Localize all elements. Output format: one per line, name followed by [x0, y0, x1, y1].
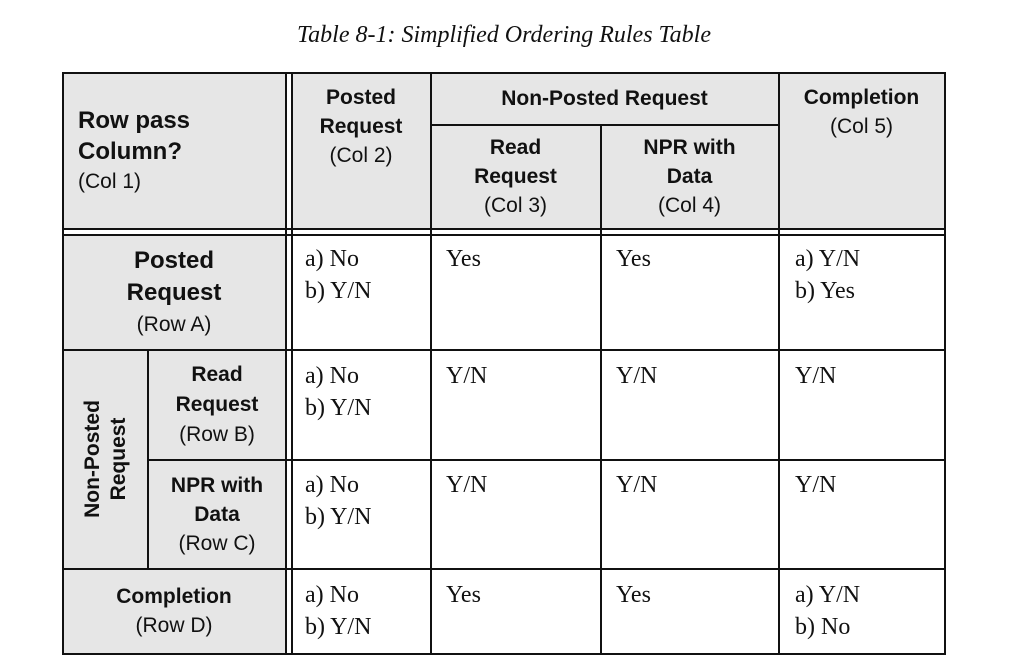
rowB-sub: (Row B) — [179, 422, 255, 446]
col2-line2: Request — [319, 115, 403, 138]
header-rule-2 — [62, 234, 946, 236]
rowA-sub: (Row A) — [136, 313, 212, 336]
border-right — [944, 72, 946, 655]
rowB-rule — [148, 459, 946, 461]
table-caption: Table 8-1: Simplified Ordering Rules Tab… — [297, 22, 711, 48]
rowC-sub: (Row C) — [178, 531, 256, 555]
non-posted-title: Non-Posted Request — [501, 86, 708, 110]
cell-rowA-col5: a) Y/N b) Yes — [795, 246, 861, 304]
row-header-completion: Completion (Row D) — [63, 569, 285, 653]
corner-sub: (Col 1) — [78, 169, 142, 193]
cell-rowD-col3: Yes — [446, 582, 481, 608]
col4-line2: Data — [666, 165, 713, 188]
cell-rowB-col4: Y/N — [616, 363, 658, 389]
col1-rule-1 — [285, 72, 287, 655]
col5-sub: (Col 5) — [829, 115, 893, 138]
rowA-line2: Request — [126, 279, 222, 306]
col4-rule — [778, 72, 780, 655]
cell-rowD-col2: a) No b) Y/N — [305, 582, 372, 640]
rowA-rule — [62, 349, 946, 351]
cell-rowA-col2: a) No b) Y/N — [305, 246, 372, 304]
corner-line1: Row pass — [78, 106, 191, 134]
cell-rowD-col5: a) Y/N b) No — [795, 582, 861, 640]
col4-sub: (Col 4) — [657, 194, 721, 217]
header-completion: Completion (Col 5) — [779, 73, 944, 228]
col3-sub: (Col 3) — [483, 194, 547, 217]
cell-rowB-col5: Y/N — [795, 363, 837, 389]
border-top — [62, 72, 946, 74]
col3-line2: Request — [474, 165, 557, 188]
col2-rule — [430, 72, 432, 655]
col4-line1: NPR with — [643, 136, 736, 159]
col2-line1: Posted — [325, 86, 396, 109]
row-group-line1: Non-Posted — [80, 400, 104, 518]
cell-rowA-col4: Yes — [616, 246, 651, 272]
header-non-posted-request: Non-Posted Request — [431, 73, 778, 124]
cell-rowC-col5: Y/N — [795, 472, 837, 498]
header-corner: Row pass Column? (Col 1) — [63, 73, 285, 228]
col3-line1: Read — [489, 136, 542, 159]
rowC-rule — [62, 568, 946, 570]
rowD-sub: (Row D) — [135, 614, 213, 637]
header-npr-with-data: NPR with Data (Col 4) — [601, 125, 778, 228]
col2-sub: (Col 2) — [329, 144, 393, 167]
rowC-line1: NPR with — [170, 473, 264, 497]
cell-rowD-col4: Yes — [616, 582, 651, 608]
rowB-line1: Read — [191, 362, 243, 386]
row-header-read-request: Read Request (Row B) — [149, 350, 285, 459]
col1-rule-2 — [291, 72, 293, 655]
col5-line1: Completion — [803, 86, 920, 109]
cell-rowB-col2: a) No b) Y/N — [305, 363, 372, 421]
row-header-posted-request: Posted Request (Row A) — [63, 236, 285, 349]
row-header-npr-with-data: NPR with Data (Row C) — [149, 460, 285, 568]
rowB-line2: Request — [175, 392, 259, 416]
corner-line2: Column? — [78, 137, 182, 165]
cell-rowC-col3: Y/N — [446, 472, 488, 498]
cell-rowC-col4: Y/N — [616, 472, 658, 498]
non-posted-sub-rule — [430, 124, 780, 126]
header-read-request: Read Request (Col 3) — [431, 125, 600, 228]
row-group-line2: Request — [106, 417, 130, 501]
row-group-rule — [147, 349, 149, 570]
rowC-line2: Data — [194, 502, 240, 526]
border-left — [62, 72, 64, 655]
cell-rowC-col2: a) No b) Y/N — [305, 472, 372, 530]
cell-rowA-col3: Yes — [446, 246, 481, 272]
cell-rowB-col3: Y/N — [446, 363, 488, 389]
rowA-line1: Posted — [133, 247, 214, 274]
row-group-non-posted-request: Non-Posted Request — [63, 350, 148, 568]
col3-rule — [600, 124, 602, 655]
header-rule-1 — [62, 228, 946, 230]
border-bottom — [62, 653, 946, 655]
rowD-line1: Completion — [116, 585, 232, 608]
header-posted-request: Posted Request (Col 2) — [292, 73, 430, 228]
